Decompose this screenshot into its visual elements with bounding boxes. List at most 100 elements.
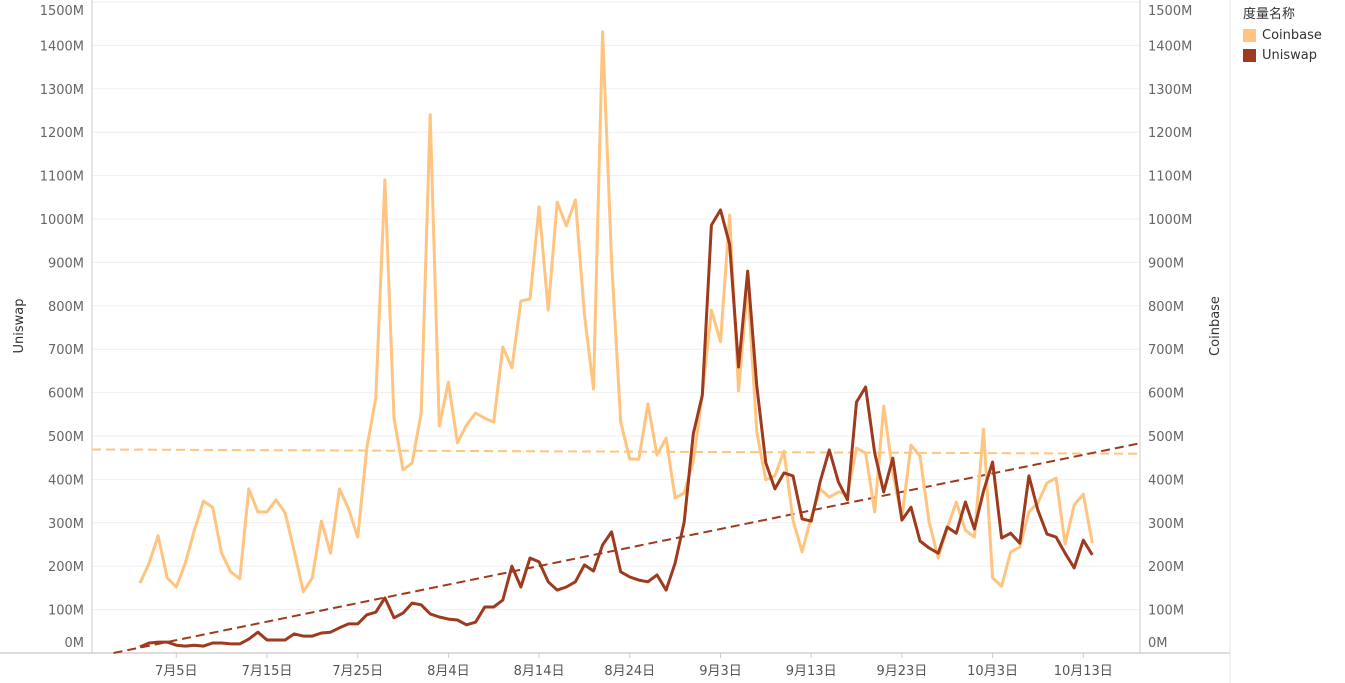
uniswap-data-point[interactable] xyxy=(754,383,760,389)
coinbase-data-point[interactable] xyxy=(173,584,179,590)
uniswap-data-point[interactable] xyxy=(563,584,569,590)
uniswap-data-point[interactable] xyxy=(881,489,887,495)
uniswap-data-point[interactable] xyxy=(917,538,923,544)
coinbase-data-point[interactable] xyxy=(990,575,996,581)
uniswap-data-point[interactable] xyxy=(981,488,987,494)
coinbase-data-point[interactable] xyxy=(291,548,297,554)
coinbase-data-point[interactable] xyxy=(509,365,515,371)
coinbase-data-point[interactable] xyxy=(527,296,533,302)
coinbase-data-point[interactable] xyxy=(763,477,769,483)
uniswap-data-point[interactable] xyxy=(155,639,161,645)
coinbase-data-point[interactable] xyxy=(500,344,506,350)
uniswap-data-point[interactable] xyxy=(554,587,560,593)
legend-item-coinbase[interactable]: Coinbase xyxy=(1243,25,1322,45)
coinbase-data-point[interactable] xyxy=(246,486,252,492)
uniswap-data-point[interactable] xyxy=(527,555,533,561)
coinbase-data-point[interactable] xyxy=(427,112,433,118)
uniswap-data-point[interactable] xyxy=(309,633,315,639)
coinbase-data-point[interactable] xyxy=(464,422,470,428)
uniswap-data-point[interactable] xyxy=(382,595,388,601)
uniswap-data-point[interactable] xyxy=(400,610,406,616)
coinbase-data-point[interactable] xyxy=(1089,540,1095,546)
uniswap-data-point[interactable] xyxy=(636,577,642,583)
coinbase-data-point[interactable] xyxy=(645,401,651,407)
coinbase-data-point[interactable] xyxy=(663,435,669,441)
coinbase-data-point[interactable] xyxy=(146,560,152,566)
coinbase-data-point[interactable] xyxy=(1080,491,1086,497)
coinbase-data-point[interactable] xyxy=(627,456,633,462)
uniswap-data-point[interactable] xyxy=(182,643,188,649)
coinbase-data-point[interactable] xyxy=(155,533,161,539)
uniswap-data-point[interactable] xyxy=(1080,537,1086,543)
coinbase-data-point[interactable] xyxy=(609,258,615,264)
coinbase-data-point[interactable] xyxy=(727,212,733,218)
uniswap-data-point[interactable] xyxy=(908,504,914,510)
uniswap-data-point[interactable] xyxy=(518,584,524,590)
uniswap-data-point[interactable] xyxy=(273,637,279,643)
coinbase-data-point[interactable] xyxy=(1008,549,1014,555)
coinbase-data-point[interactable] xyxy=(581,311,587,317)
uniswap-data-point[interactable] xyxy=(464,622,470,628)
coinbase-data-point[interactable] xyxy=(953,499,959,505)
coinbase-data-point[interactable] xyxy=(237,576,243,582)
coinbase-data-point[interactable] xyxy=(962,527,968,533)
coinbase-data-point[interactable] xyxy=(872,509,878,515)
uniswap-data-point[interactable] xyxy=(654,572,660,578)
uniswap-data-point[interactable] xyxy=(1035,507,1041,513)
coinbase-data-point[interactable] xyxy=(137,580,143,586)
coinbase-data-point[interactable] xyxy=(282,510,288,516)
coinbase-data-point[interactable] xyxy=(672,495,678,501)
coinbase-data-point[interactable] xyxy=(835,489,841,495)
uniswap-data-point[interactable] xyxy=(164,639,170,645)
coinbase-data-point[interactable] xyxy=(1062,541,1068,547)
coinbase-data-point[interactable] xyxy=(409,460,415,466)
coinbase-data-point[interactable] xyxy=(708,307,714,313)
uniswap-data-point[interactable] xyxy=(817,478,823,484)
uniswap-data-point[interactable] xyxy=(237,641,243,647)
coinbase-data-point[interactable] xyxy=(554,199,560,205)
uniswap-data-point[interactable] xyxy=(1044,531,1050,537)
coinbase-data-point[interactable] xyxy=(346,506,352,512)
coinbase-data-point[interactable] xyxy=(999,583,1005,589)
uniswap-data-point[interactable] xyxy=(962,499,968,505)
coinbase-data-point[interactable] xyxy=(754,429,760,435)
uniswap-data-point[interactable] xyxy=(454,617,460,623)
coinbase-data-point[interactable] xyxy=(454,440,460,446)
uniswap-data-point[interactable] xyxy=(246,636,252,642)
uniswap-data-point[interactable] xyxy=(355,621,361,627)
coinbase-data-point[interactable] xyxy=(636,456,642,462)
coinbase-data-point[interactable] xyxy=(926,519,932,525)
uniswap-data-point[interactable] xyxy=(373,609,379,615)
uniswap-data-point[interactable] xyxy=(708,222,714,228)
uniswap-data-point[interactable] xyxy=(790,473,796,479)
uniswap-data-point[interactable] xyxy=(1026,473,1032,479)
coinbase-series-line[interactable] xyxy=(138,30,1094,594)
uniswap-data-point[interactable] xyxy=(953,530,959,536)
uniswap-data-point[interactable] xyxy=(672,560,678,566)
uniswap-data-point[interactable] xyxy=(872,450,878,456)
uniswap-data-point[interactable] xyxy=(890,455,896,461)
uniswap-data-point[interactable] xyxy=(300,633,306,639)
coinbase-data-point[interactable] xyxy=(482,415,488,421)
uniswap-data-point[interactable] xyxy=(699,392,705,398)
coinbase-data-point[interactable] xyxy=(210,504,216,510)
coinbase-data-point[interactable] xyxy=(518,298,524,304)
uniswap-data-point[interactable] xyxy=(717,207,723,213)
coinbase-data-point[interactable] xyxy=(200,498,206,504)
uniswap-data-point[interactable] xyxy=(200,643,206,649)
uniswap-data-point[interactable] xyxy=(799,516,805,522)
coinbase-data-point[interactable] xyxy=(219,550,225,556)
uniswap-data-point[interactable] xyxy=(545,579,551,585)
coinbase-data-point[interactable] xyxy=(772,473,778,479)
uniswap-data-point[interactable] xyxy=(509,563,515,569)
uniswap-data-point[interactable] xyxy=(645,579,651,585)
coinbase-data-point[interactable] xyxy=(191,527,197,533)
coinbase-data-point[interactable] xyxy=(908,442,914,448)
uniswap-data-point[interactable] xyxy=(210,640,216,646)
coinbase-data-point[interactable] xyxy=(790,517,796,523)
coinbase-data-point[interactable] xyxy=(228,569,234,575)
coinbase-data-point[interactable] xyxy=(781,448,787,454)
uniswap-data-point[interactable] xyxy=(663,587,669,593)
uniswap-data-point[interactable] xyxy=(500,597,506,603)
coinbase-data-point[interactable] xyxy=(364,445,370,451)
